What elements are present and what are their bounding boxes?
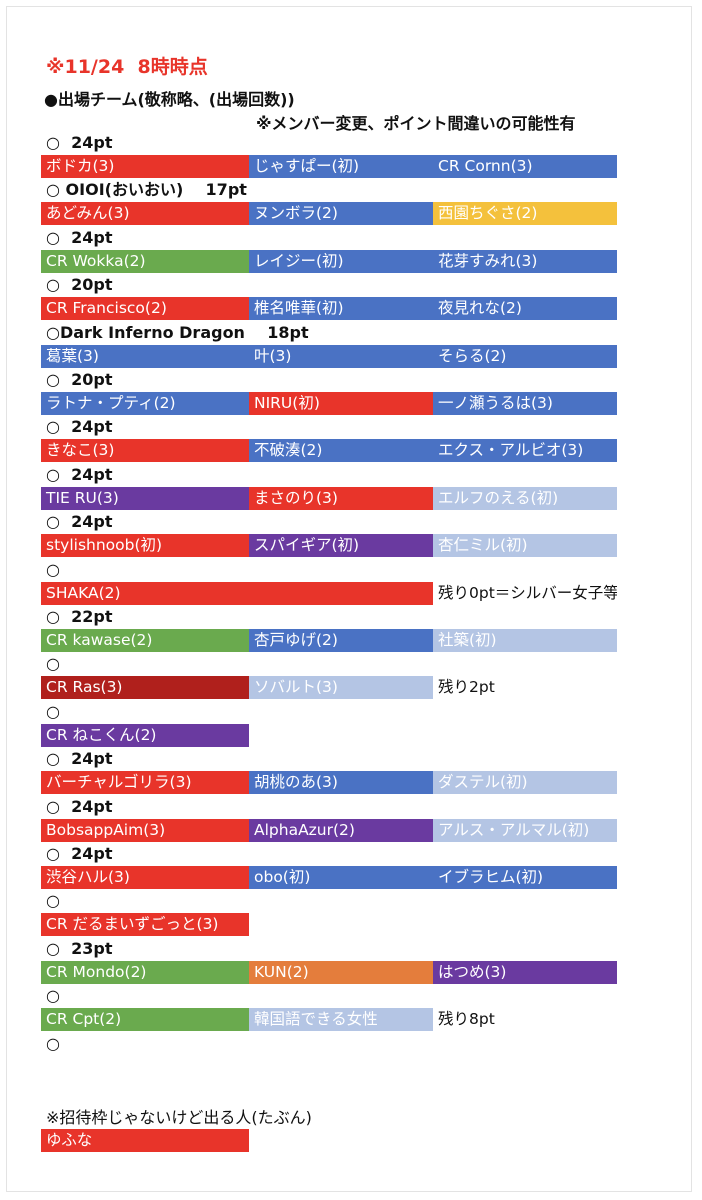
member-cell: レイジー(初) — [249, 249, 433, 273]
member-cell: 韓国語できる女性 — [249, 1008, 433, 1032]
member-cell: stylishnoob(初) — [41, 534, 249, 558]
member-cell: そらる(2) — [433, 344, 617, 368]
member-cell: 葛葉(3) — [41, 344, 249, 368]
section-heading: ●出場チーム(敬称略、(出場回数)) — [44, 90, 295, 109]
member-cell: ラトナ・プティ(2) — [41, 392, 249, 415]
member-cell: 西園ちぐさ(2) — [433, 202, 617, 226]
team-header: ○ 24pt — [46, 417, 113, 437]
team-header: ○ 24pt — [46, 796, 113, 816]
page-frame — [6, 6, 692, 1192]
member-cell: CR kawase(2) — [41, 629, 249, 652]
member-cell: あどみん(3) — [41, 202, 249, 226]
member-cell: TIE RU(3) — [41, 486, 249, 510]
invite-note: ※招待枠じゃないけど出る人(たぶん) — [46, 1108, 312, 1127]
member-cell: 杏仁ミル(初) — [433, 534, 617, 558]
member-cell: アルス・アルマル(初) — [433, 818, 617, 842]
team-header: ○ 23pt — [46, 938, 113, 958]
member-cell: はつめ(3) — [433, 960, 617, 984]
team-header: ○ — [46, 701, 60, 721]
member-cell: 花芽すみれ(3) — [433, 249, 617, 273]
team-header: ○ 24pt — [46, 464, 113, 484]
member-cell: 叶(3) — [249, 344, 433, 368]
member-cell: CR Cornn(3) — [433, 155, 617, 178]
member-cell: CR Ras(3) — [41, 676, 249, 700]
team-header: ○Dark Inferno Dragon 18pt — [46, 322, 309, 342]
team-header: ○ 20pt — [46, 275, 113, 295]
member-cell: KUN(2) — [249, 960, 433, 984]
team-header: ○ — [46, 1033, 60, 1053]
member-cell: ソバルト(3) — [249, 676, 433, 700]
team-header: ○ 22pt — [46, 607, 113, 626]
member-cell: 社築(初) — [433, 629, 617, 652]
team-header: ○ — [46, 559, 60, 579]
member-cell: エクス・アルビオ(3) — [433, 439, 617, 463]
member-cell: CR ねこくん(2) — [41, 723, 249, 747]
member-cell: 不破湊(2) — [249, 439, 433, 463]
member-cell: バーチャルゴリラ(3) — [41, 771, 249, 795]
member-cell: AlphaAzur(2) — [249, 818, 433, 842]
team-header: ○ 20pt — [46, 370, 113, 389]
member-cell: 夜見れな(2) — [433, 297, 617, 321]
member-cell: ボドカ(3) — [41, 155, 249, 178]
team-remark: 残り2pt — [438, 678, 495, 697]
team-header: ○ OIOI(おいおい) 17pt — [46, 180, 247, 200]
member-cell: SHAKA(2) — [41, 581, 433, 605]
team-header: ○ — [46, 891, 60, 911]
member-cell: 杏戸ゆげ(2) — [249, 629, 433, 652]
member-cell: CR Wokka(2) — [41, 249, 249, 273]
member-cell: ダステル(初) — [433, 771, 617, 795]
member-cell: まさのり(3) — [249, 486, 433, 510]
member-cell: CR Cpt(2) — [41, 1008, 249, 1032]
team-header: ○ — [46, 986, 60, 1006]
team-remark: 残り0pt＝シルバー女子等 — [438, 583, 617, 602]
member-cell: イブラヒム(初) — [433, 866, 617, 889]
member-cell: NIRU(初) — [249, 392, 433, 415]
member-cell: スパイギア(初) — [249, 534, 433, 558]
team-remark: 残り8pt — [438, 1010, 495, 1029]
team-header: ○ — [46, 654, 60, 674]
member-cell: 胡桃のあ(3) — [249, 771, 433, 795]
extra-member-cell: ゆふな — [41, 1129, 249, 1152]
team-header: ○ 24pt — [46, 133, 113, 152]
member-cell: ヌンボラ(2) — [249, 202, 433, 226]
member-cell: CR Francisco(2) — [41, 297, 249, 321]
member-cell: obo(初) — [249, 866, 433, 889]
member-cell: CR だるまいずごっと(3) — [41, 913, 249, 937]
member-cell: BobsappAim(3) — [41, 818, 249, 842]
team-header: ○ 24pt — [46, 749, 113, 769]
member-cell: きなこ(3) — [41, 439, 249, 463]
member-cell: 渋谷ハル(3) — [41, 866, 249, 889]
disclaimer: ※メンバー変更、ポイント間違いの可能性有 — [256, 114, 576, 133]
member-cell: エルフのえる(初) — [433, 486, 617, 510]
member-cell: じゃすぱー(初) — [249, 155, 433, 178]
member-cell: 一ノ瀬うるは(3) — [433, 392, 617, 415]
member-cell: 椎名唯華(初) — [249, 297, 433, 321]
page-title: ※11/24 8時時点 — [46, 56, 208, 78]
team-header: ○ 24pt — [46, 844, 113, 863]
member-cell: CR Mondo(2) — [41, 960, 249, 984]
team-header: ○ 24pt — [46, 227, 113, 247]
team-header: ○ 24pt — [46, 512, 113, 532]
